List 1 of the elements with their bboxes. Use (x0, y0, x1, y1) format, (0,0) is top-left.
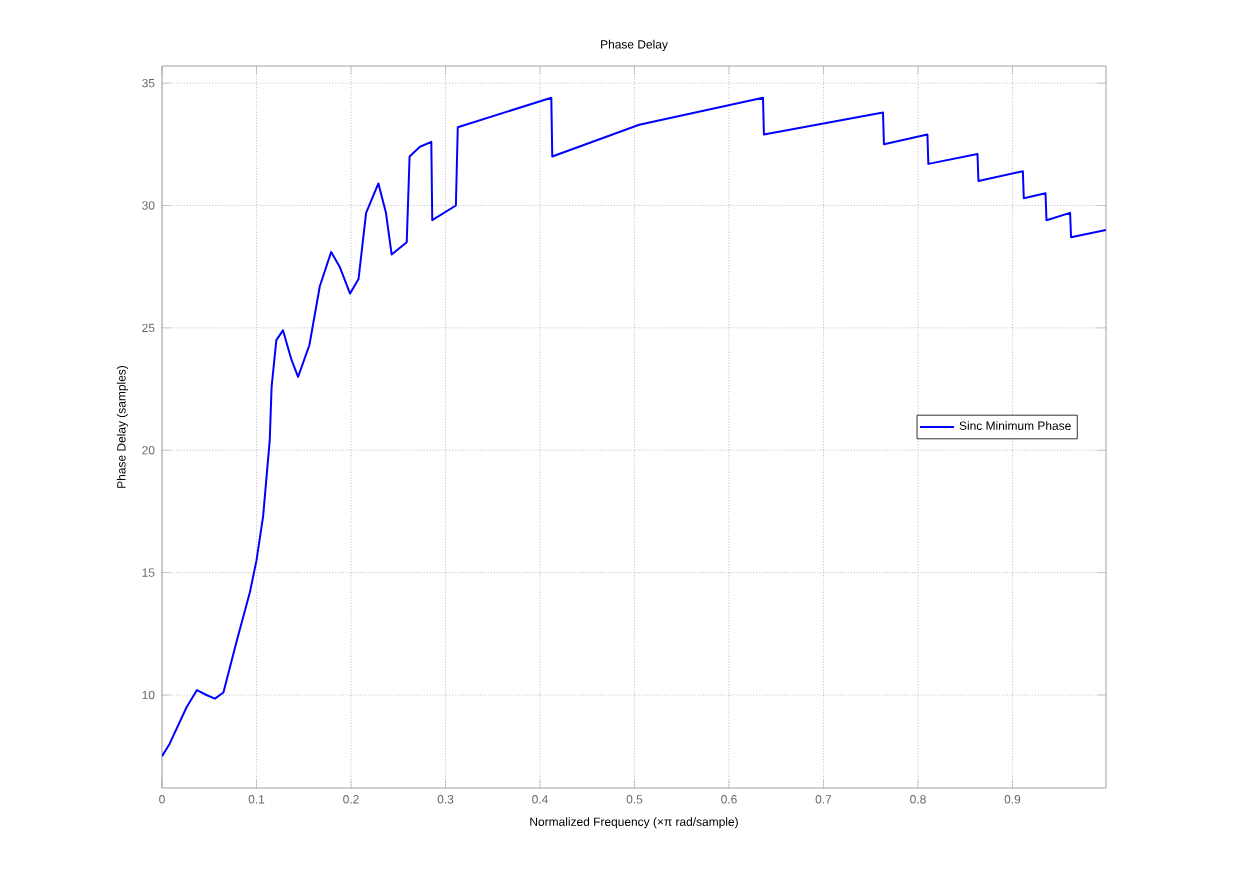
line-series (162, 96, 1107, 758)
